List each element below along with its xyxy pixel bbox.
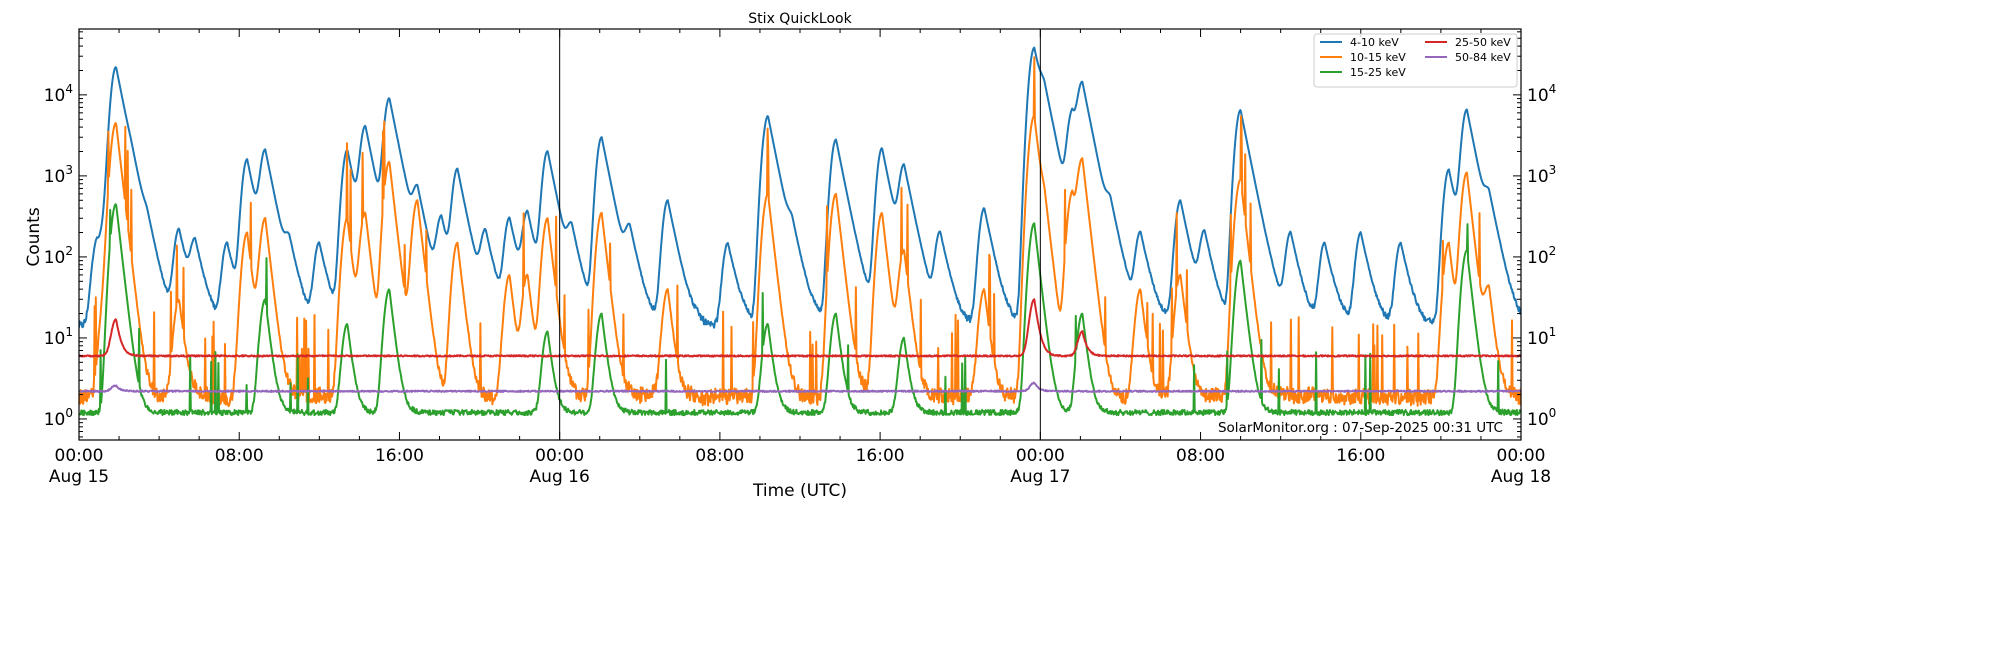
- y-tick-label: 100: [1527, 406, 1556, 430]
- y-tick-label: 103: [44, 163, 73, 187]
- watermark-annotation: SolarMonitor.org : 07-Sep-2025 00:31 UTC: [1218, 420, 1503, 436]
- plot-frame: [78, 28, 1522, 441]
- series-line-50-84-keV: [79, 381, 1521, 393]
- chart-title: Stix QuickLook: [748, 11, 852, 27]
- x-tick-label: 00:00: [55, 446, 104, 466]
- legend: 4-10 keV 10-15 keV 15-25 keV 25-50 keV 50-84…: [1313, 33, 1518, 88]
- series-line-15-25-keV: [79, 203, 1521, 417]
- legend-item: 15-25 keV: [1320, 66, 1406, 79]
- legend-item: 50-84 keV: [1425, 51, 1511, 64]
- x-tick-label: 16:00: [856, 446, 905, 466]
- x-tick-date-label: Aug 17: [1010, 467, 1070, 487]
- legend-label: 15-25 keV: [1350, 66, 1406, 79]
- y-tick-label: 100: [44, 406, 73, 430]
- x-tick-label: 16:00: [375, 446, 424, 466]
- series-line-10-15-keV: [79, 56, 1521, 408]
- legend-label: 10-15 keV: [1350, 51, 1406, 64]
- legend-item: 25-50 keV: [1425, 36, 1511, 49]
- series-line-4-10-keV: [79, 46, 1521, 329]
- series-line-25-50-keV: [79, 298, 1521, 358]
- y-tick-label: 101: [44, 325, 73, 349]
- y-tick-label: 103: [1527, 163, 1556, 187]
- axis-ticks: [78, 29, 1522, 440]
- y-axis-label: Counts: [24, 207, 44, 266]
- legend-item: 10-15 keV: [1320, 51, 1406, 64]
- x-axis-label: Time (UTC): [752, 481, 847, 501]
- y-tick-label: 101: [1527, 325, 1556, 349]
- day-boundary-lines: [559, 29, 1041, 440]
- y-tick-label: 102: [1527, 244, 1556, 268]
- y-tick-labels: 100 100 101 101 102 102 103 103 104 104: [44, 82, 1557, 430]
- x-tick-label: 00:00: [1497, 446, 1546, 466]
- legend-item: 4-10 keV: [1320, 36, 1399, 49]
- x-tick-label: 16:00: [1336, 446, 1385, 466]
- series-layer: [79, 46, 1521, 417]
- x-tick-label: 08:00: [695, 446, 744, 466]
- x-tick-label: 08:00: [215, 446, 264, 466]
- y-tick-label: 104: [44, 82, 73, 106]
- x-tick-date-label: Aug 16: [530, 467, 590, 487]
- legend-label: 50-84 keV: [1455, 51, 1511, 64]
- y-tick-label: 102: [44, 244, 73, 268]
- y-tick-label: 104: [1527, 82, 1556, 106]
- legend-label: 4-10 keV: [1350, 36, 1399, 49]
- x-tick-date-label: Aug 18: [1491, 467, 1551, 487]
- legend-label: 25-50 keV: [1455, 36, 1511, 49]
- x-tick-label: 08:00: [1176, 446, 1225, 466]
- x-tick-date-label: Aug 15: [49, 467, 109, 487]
- x-tick-label: 00:00: [535, 446, 584, 466]
- x-tick-label: 00:00: [1016, 446, 1065, 466]
